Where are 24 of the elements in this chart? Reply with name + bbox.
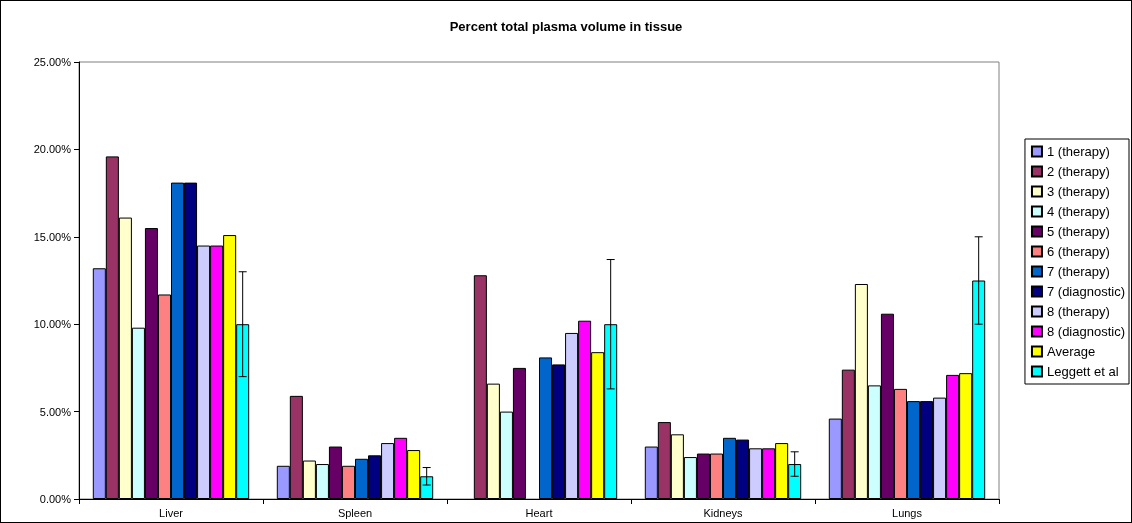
legend-label: Leggett et al: [1046, 364, 1119, 379]
legend-label: 8 (diagnostic): [1046, 324, 1126, 339]
y-tick-label: 25.00%: [33, 56, 72, 68]
x-tick-label: Lungs: [892, 506, 923, 519]
legend-label: 7 (therapy): [1046, 264, 1110, 279]
legend-label: 1 (therapy): [1046, 144, 1110, 159]
y-tick-label: 20.00%: [33, 143, 72, 156]
legend-label: 5 (therapy): [1046, 224, 1110, 239]
legend-label: 6 (therapy): [1046, 244, 1110, 259]
y-tick-label: 10.00%: [33, 318, 72, 331]
legend-label: Average: [1046, 344, 1096, 359]
x-tick-label: Liver: [159, 506, 184, 519]
legend-label: 3 (therapy): [1046, 184, 1110, 199]
legend-label: 8 (therapy): [1046, 304, 1110, 319]
legend-label: 7 (diagnostic): [1046, 284, 1126, 299]
legend-label: 2 (therapy): [1046, 164, 1110, 179]
chart-title: Percent total plasma volume in tissue: [449, 19, 683, 34]
legend-label: 4 (therapy): [1046, 204, 1110, 219]
y-tick-label: 0.00%: [39, 493, 72, 505]
x-tick-label: Kidneys: [703, 506, 744, 519]
x-tick-label: Spleen: [337, 506, 373, 519]
x-tick-label: Heart: [525, 506, 553, 519]
y-tick-label: 5.00%: [39, 405, 72, 418]
y-tick-label: 15.00%: [33, 230, 72, 243]
